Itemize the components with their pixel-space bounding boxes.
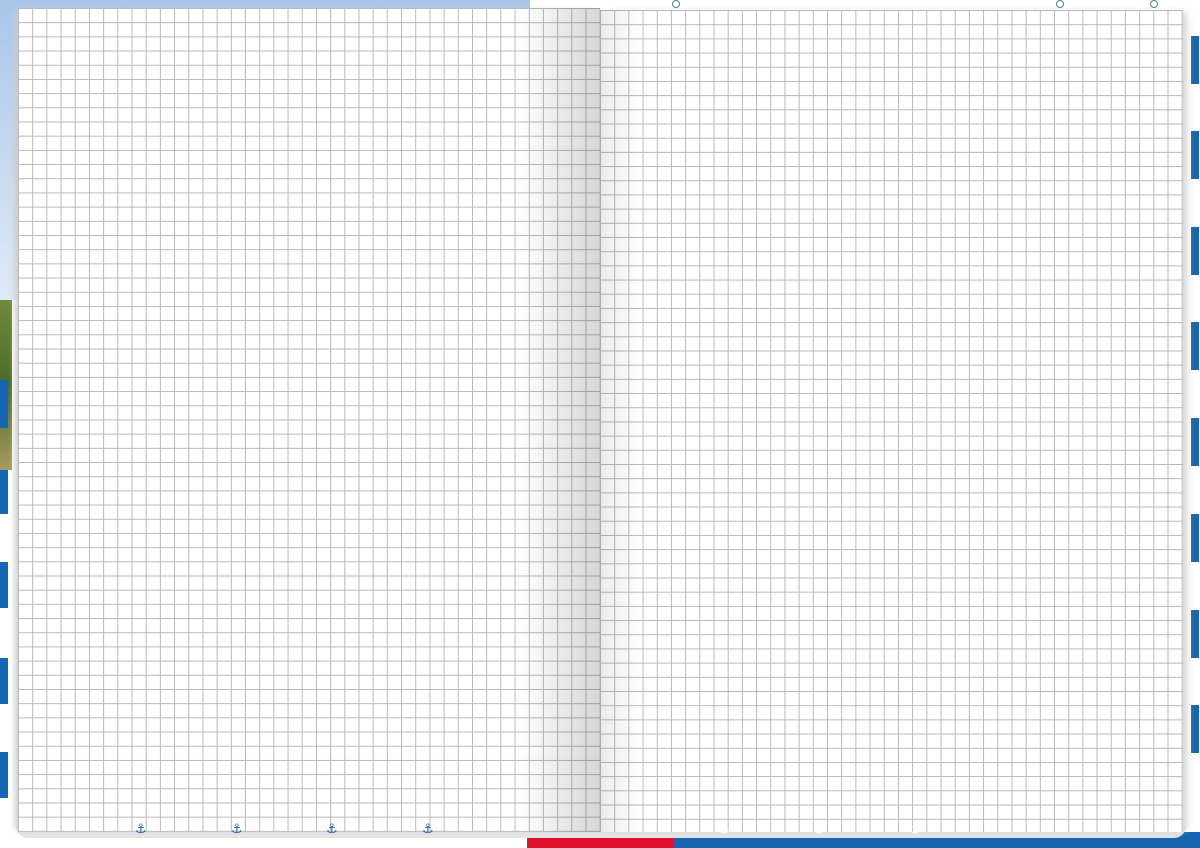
anchor-icon: ⚓ bbox=[718, 822, 730, 837]
anchor-icon: ⚓ bbox=[422, 822, 434, 837]
anchor-icon: ⚓ bbox=[231, 822, 243, 837]
cover-tab bbox=[1191, 131, 1199, 179]
cover-tab bbox=[0, 470, 8, 514]
ring-icon bbox=[1056, 0, 1064, 8]
cover-tab bbox=[1191, 514, 1199, 562]
anchor-icon: ⚓ bbox=[326, 822, 338, 837]
cover-tab bbox=[1191, 227, 1199, 275]
cover-tab bbox=[1191, 322, 1199, 370]
cover-tab bbox=[0, 752, 8, 798]
gutter-shadow-right bbox=[600, 10, 640, 832]
gutter-shadow-left bbox=[520, 8, 600, 832]
ring-icon bbox=[1150, 0, 1158, 8]
cover-tab bbox=[0, 380, 8, 428]
ring-icon bbox=[672, 0, 680, 8]
cover-tab bbox=[1191, 610, 1199, 658]
left-page bbox=[18, 8, 600, 832]
anchor-icon: ⚓ bbox=[909, 822, 921, 837]
cover-tab bbox=[0, 562, 8, 608]
anchor-icon: ⚓ bbox=[135, 822, 147, 837]
anchor-icon: ⚓ bbox=[813, 822, 825, 837]
cover-tab bbox=[0, 658, 8, 704]
cover-tab bbox=[1191, 418, 1199, 466]
right-page bbox=[600, 10, 1183, 832]
cover-tab bbox=[1191, 705, 1199, 753]
cover-tab bbox=[1191, 36, 1199, 84]
